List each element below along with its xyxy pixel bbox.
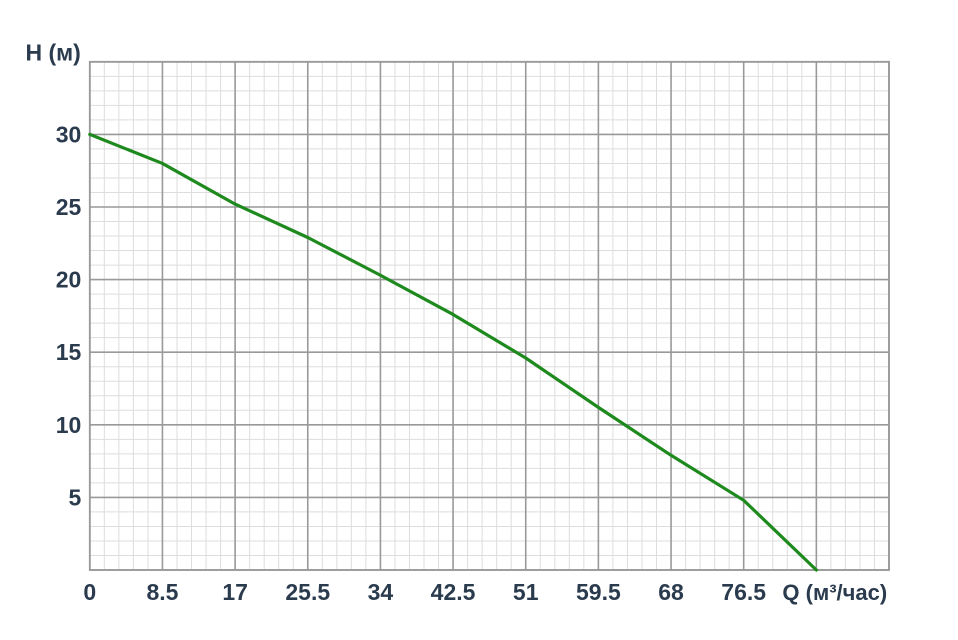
svg-text:76.5: 76.5 bbox=[721, 579, 766, 605]
svg-text:8.5: 8.5 bbox=[146, 579, 178, 605]
svg-text:20: 20 bbox=[56, 267, 82, 293]
svg-text:0: 0 bbox=[83, 579, 96, 605]
svg-text:Q (м³/час): Q (м³/час) bbox=[782, 580, 887, 605]
svg-text:30: 30 bbox=[56, 121, 82, 147]
svg-text:25: 25 bbox=[56, 194, 82, 220]
svg-text:51: 51 bbox=[513, 579, 539, 605]
svg-text:5: 5 bbox=[69, 484, 82, 510]
svg-text:10: 10 bbox=[56, 412, 82, 438]
svg-text:68: 68 bbox=[658, 579, 684, 605]
svg-text:17: 17 bbox=[222, 579, 248, 605]
svg-text:42.5: 42.5 bbox=[431, 579, 476, 605]
svg-text:15: 15 bbox=[56, 339, 82, 365]
svg-text:25.5: 25.5 bbox=[285, 579, 330, 605]
svg-text:34: 34 bbox=[368, 579, 394, 605]
svg-text:59.5: 59.5 bbox=[576, 579, 621, 605]
svg-text:H (м): H (м) bbox=[26, 40, 81, 66]
